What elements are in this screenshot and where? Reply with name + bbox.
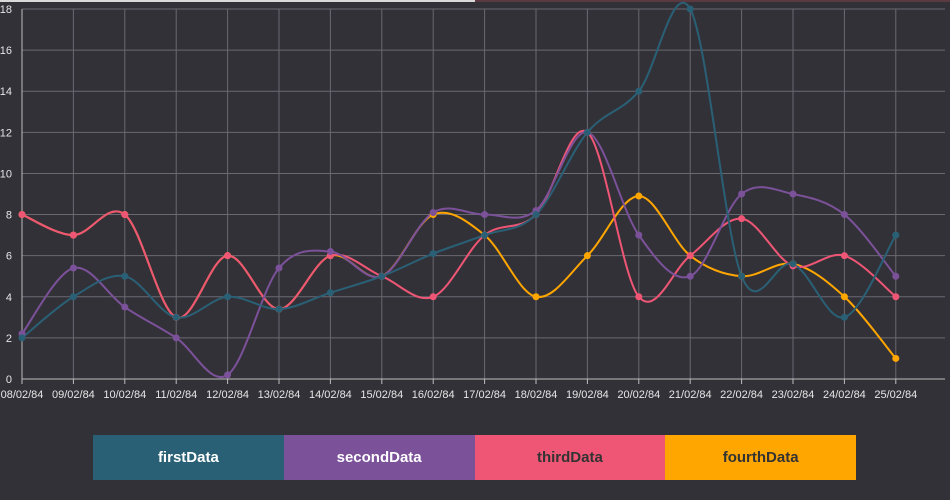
- data-point-fourthData: [532, 293, 540, 301]
- data-point-thirdData: [429, 293, 437, 301]
- series-lines: [21, 1, 897, 378]
- series-line-thirdData: [21, 129, 897, 319]
- data-point-firstData: [840, 313, 848, 321]
- top-border-strip-dark: [475, 0, 950, 2]
- data-point-firstData: [121, 272, 129, 280]
- data-point-firstData: [532, 211, 540, 219]
- axes: 0 2 4 6 8 10 12 14 16 18 08/02/84 09/02/84 10/02/84 1…: [0, 4, 945, 401]
- series-line-firstData: [21, 1, 897, 339]
- series-line-secondData: [21, 131, 897, 378]
- data-point-thirdData: [686, 252, 694, 260]
- x-tick-label: 18/02/84: [515, 389, 558, 401]
- y-tick-label: 4: [6, 292, 12, 304]
- data-point-fourthData: [635, 192, 643, 200]
- data-point-firstData: [789, 260, 797, 268]
- x-tick-label: 22/02/84: [720, 389, 763, 401]
- x-tick-label: 08/02/84: [1, 389, 44, 401]
- data-point-firstData: [326, 289, 334, 297]
- y-tick-label: 6: [6, 251, 12, 263]
- data-point-fourthData: [892, 354, 900, 362]
- data-point-secondData: [738, 190, 746, 198]
- x-tick-label: 25/02/84: [874, 389, 917, 401]
- data-point-firstData: [172, 313, 180, 321]
- data-point-thirdData: [738, 215, 746, 223]
- x-tick-label: 17/02/84: [463, 389, 506, 401]
- data-point-firstData: [892, 231, 900, 239]
- x-tick-label: 10/02/84: [103, 389, 146, 401]
- data-point-secondData: [481, 211, 489, 219]
- grid: [21, 8, 945, 380]
- x-tick-label: 13/02/84: [258, 389, 301, 401]
- data-point-secondData: [892, 272, 900, 280]
- data-point-secondData: [172, 334, 180, 342]
- data-point-secondData: [635, 231, 643, 239]
- data-point-firstData: [18, 334, 26, 342]
- data-point-secondData: [121, 303, 129, 311]
- y-tick-label: 10: [0, 168, 12, 180]
- y-tick-label: 14: [0, 86, 12, 98]
- data-point-firstData: [635, 87, 643, 95]
- data-point-secondData: [429, 209, 437, 216]
- data-point-secondData: [840, 211, 848, 219]
- data-point-firstData: [429, 250, 437, 258]
- data-point-fourthData: [583, 252, 591, 260]
- data-point-secondData: [224, 371, 232, 379]
- legend-item-firstdata[interactable]: firstData: [93, 435, 284, 480]
- top-border-strip-light: [0, 0, 475, 2]
- data-point-firstData: [583, 128, 591, 136]
- data-point-thirdData: [635, 293, 643, 301]
- y-tick-label: 0: [6, 374, 12, 386]
- data-point-thirdData: [892, 293, 900, 301]
- data-point-firstData: [738, 272, 746, 280]
- x-tick-label: 21/02/84: [669, 389, 712, 401]
- x-tick-label: 16/02/84: [412, 389, 455, 401]
- series-points: [18, 5, 900, 379]
- legend-item-seconddata[interactable]: secondData: [283, 435, 475, 480]
- data-point-firstData: [275, 305, 283, 313]
- data-point-thirdData: [224, 252, 232, 260]
- data-point-thirdData: [121, 211, 129, 219]
- x-tick-label: 11/02/84: [155, 389, 197, 401]
- data-point-thirdData: [69, 231, 77, 239]
- data-point-secondData: [69, 264, 77, 272]
- data-point-firstData: [481, 231, 489, 239]
- legend-item-thirddata[interactable]: thirdData: [474, 435, 666, 480]
- data-point-firstData: [69, 293, 77, 301]
- x-tick-label: 24/02/84: [823, 389, 866, 401]
- y-tick-label: 8: [6, 210, 12, 222]
- data-point-firstData: [686, 5, 694, 13]
- data-point-secondData: [686, 272, 694, 280]
- legend: firstData secondData thirdData fourthDat…: [93, 435, 856, 480]
- data-point-secondData: [789, 190, 797, 198]
- data-point-firstData: [378, 272, 386, 280]
- y-tick-label: 2: [6, 333, 12, 345]
- data-point-firstData: [224, 293, 232, 301]
- data-point-fourthData: [840, 293, 848, 301]
- x-tick-label: 12/02/84: [206, 389, 249, 401]
- x-tick-label: 15/02/84: [360, 389, 403, 401]
- data-point-secondData: [275, 264, 283, 272]
- y-tick-label: 18: [0, 4, 12, 16]
- data-point-secondData: [326, 248, 334, 256]
- y-tick-label: 12: [0, 127, 12, 139]
- data-point-thirdData: [840, 252, 848, 260]
- y-tick-label: 16: [0, 45, 12, 57]
- x-tick-label: 23/02/84: [772, 389, 815, 401]
- legend-item-fourthdata[interactable]: fourthData: [665, 435, 856, 480]
- x-tick-label: 14/02/84: [309, 389, 352, 401]
- x-tick-label: 20/02/84: [617, 389, 660, 401]
- x-tick-label: 19/02/84: [566, 389, 609, 401]
- x-tick-label: 09/02/84: [52, 389, 95, 401]
- data-point-thirdData: [18, 211, 26, 219]
